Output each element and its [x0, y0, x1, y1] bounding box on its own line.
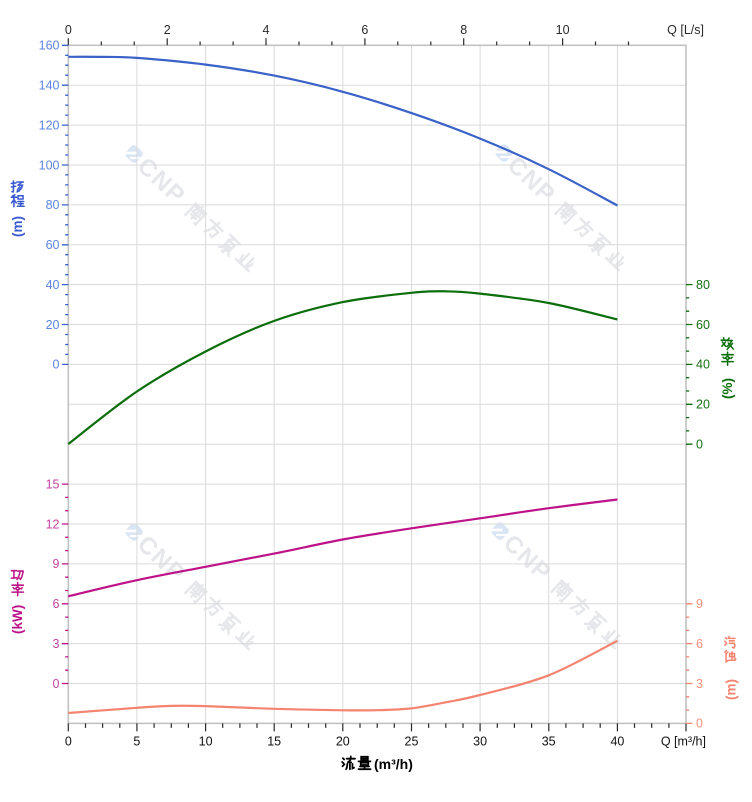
svg-text:10: 10	[199, 735, 213, 749]
svg-text:120: 120	[39, 118, 60, 132]
svg-text:3: 3	[53, 637, 60, 651]
svg-text:20: 20	[46, 318, 60, 332]
svg-text:0: 0	[696, 438, 703, 452]
svg-text:80: 80	[696, 278, 710, 292]
svg-text:40: 40	[46, 278, 60, 292]
svg-text:100: 100	[39, 158, 60, 172]
svg-text:40: 40	[610, 735, 624, 749]
svg-text:2: 2	[164, 23, 171, 37]
svg-text:35: 35	[542, 735, 556, 749]
svg-text:Q [L/s]: Q [L/s]	[667, 23, 704, 37]
svg-text:30: 30	[473, 735, 487, 749]
svg-text:140: 140	[39, 79, 60, 93]
svg-text:40: 40	[696, 358, 710, 372]
svg-text:(%): (%)	[720, 378, 735, 399]
svg-text:(kW): (kW)	[10, 605, 25, 634]
svg-text:0: 0	[696, 717, 703, 731]
svg-text:60: 60	[46, 238, 60, 252]
svg-text:9: 9	[696, 597, 703, 611]
svg-text:5: 5	[133, 735, 140, 749]
svg-text:(m): (m)	[724, 679, 739, 700]
svg-text:0: 0	[65, 735, 72, 749]
svg-text:20: 20	[696, 398, 710, 412]
svg-text:15: 15	[46, 477, 60, 491]
svg-text:(m): (m)	[10, 216, 25, 237]
svg-text:8: 8	[460, 23, 467, 37]
svg-text:12: 12	[46, 517, 60, 531]
svg-text:6: 6	[696, 637, 703, 651]
svg-text:Q [m³/h]: Q [m³/h]	[661, 735, 706, 749]
svg-text:0: 0	[53, 358, 60, 372]
svg-text:25: 25	[405, 735, 419, 749]
svg-text:0: 0	[53, 677, 60, 691]
svg-text:160: 160	[39, 39, 60, 53]
svg-text:4: 4	[263, 23, 270, 37]
svg-text:20: 20	[336, 735, 350, 749]
svg-text:60: 60	[696, 318, 710, 332]
svg-text:15: 15	[267, 735, 281, 749]
svg-text:0: 0	[65, 23, 72, 37]
svg-text:10: 10	[556, 23, 570, 37]
svg-text:3: 3	[696, 677, 703, 691]
svg-text:6: 6	[361, 23, 368, 37]
svg-text:9: 9	[53, 557, 60, 571]
svg-text:6: 6	[53, 597, 60, 611]
svg-text:(m³/h): (m³/h)	[374, 756, 413, 772]
svg-text:80: 80	[46, 198, 60, 212]
